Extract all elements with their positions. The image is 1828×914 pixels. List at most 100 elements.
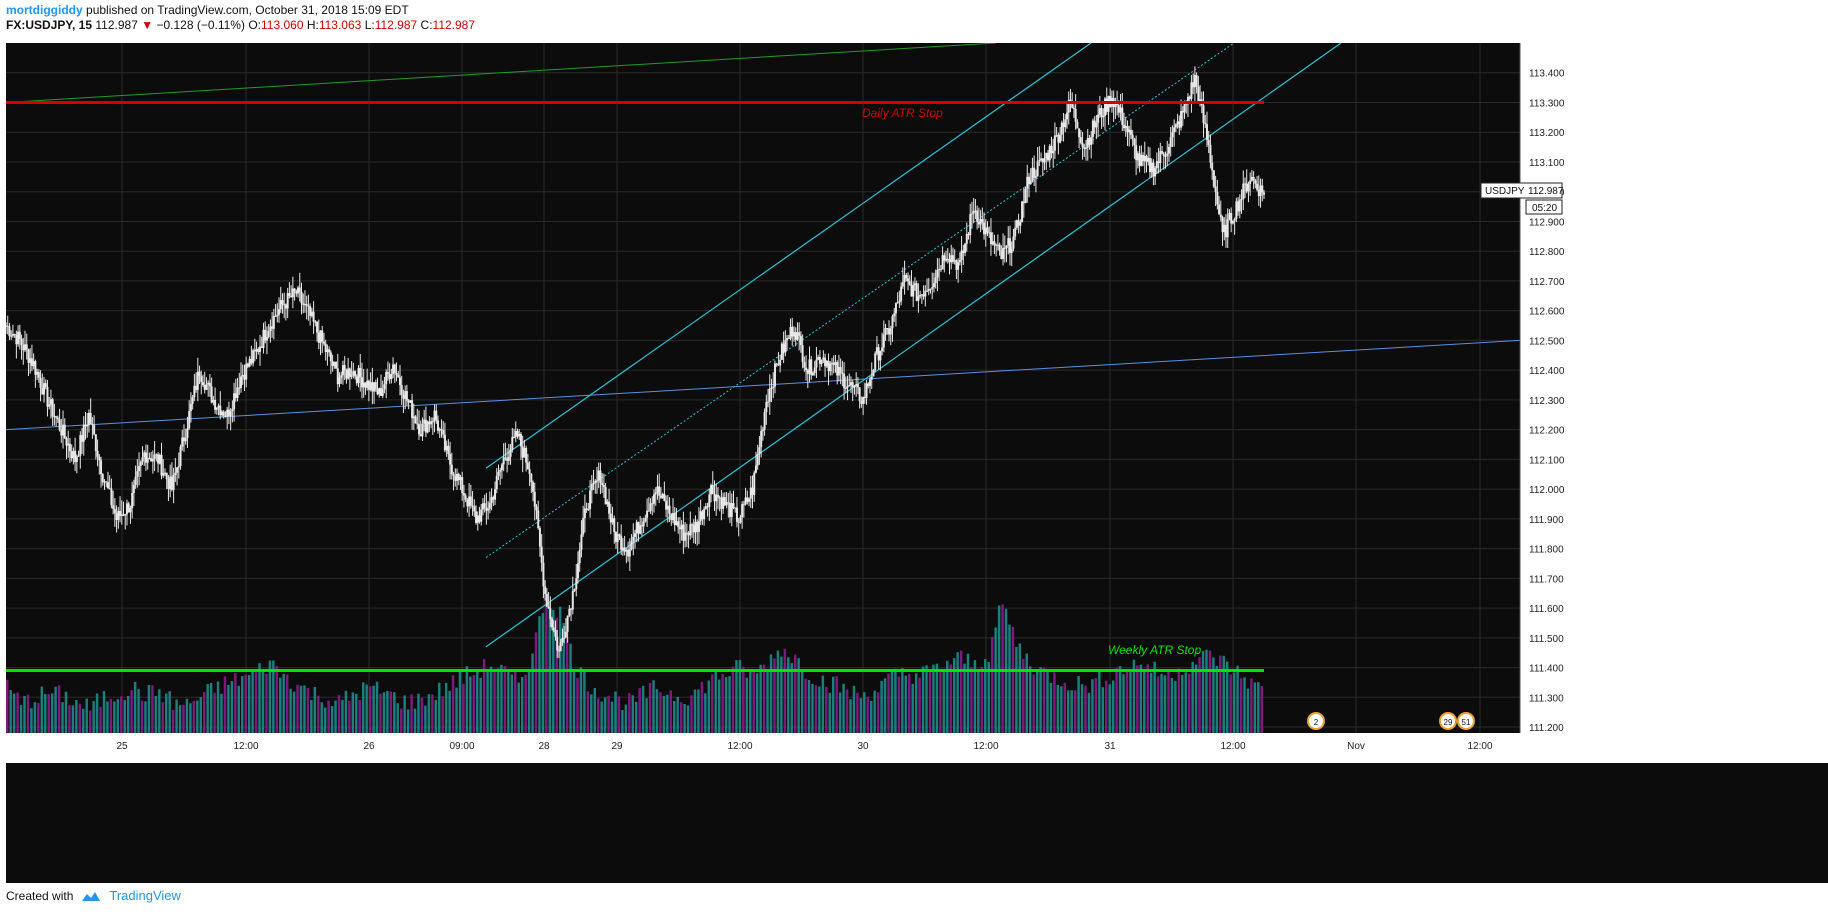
volume-bar — [282, 674, 285, 733]
volume-bar — [272, 660, 275, 733]
volume-bar — [258, 663, 261, 733]
volume-bar — [755, 673, 759, 733]
volume-bar — [1253, 682, 1257, 733]
volume-bar — [793, 654, 797, 733]
volume-bar — [126, 695, 130, 733]
publish-line: mortdiggiddy published on TradingView.co… — [6, 3, 475, 18]
candle-body — [932, 283, 935, 288]
volume-bar — [745, 677, 749, 733]
candle-body — [1090, 137, 1093, 145]
volume-bar — [12, 693, 16, 733]
candle-body — [241, 375, 244, 377]
candle-body — [1041, 158, 1044, 163]
volume-bar — [842, 683, 845, 733]
candle-body — [20, 338, 23, 345]
volume-bar — [1035, 670, 1039, 733]
candle-body — [227, 409, 230, 417]
candle-body — [506, 458, 509, 461]
candle-body — [587, 509, 590, 511]
candle-body — [188, 411, 191, 429]
candle-body — [288, 293, 291, 296]
candle-body — [471, 505, 474, 507]
volume-bar — [1042, 668, 1046, 733]
volume-bar — [306, 687, 310, 733]
candle-body — [75, 456, 78, 463]
volume-bar — [807, 679, 811, 733]
volume-bar — [624, 704, 628, 733]
price-axis[interactable]: 113.400113.300113.200113.100113.000112.9… — [6, 43, 1828, 763]
volume-bar — [1067, 690, 1070, 733]
volume-bar — [766, 671, 769, 733]
volume-bar — [234, 673, 237, 733]
candle-body — [519, 433, 522, 447]
volume-bar — [303, 685, 306, 733]
candle-body — [684, 532, 687, 541]
volume-bar — [431, 694, 434, 733]
candle-body — [542, 562, 545, 587]
candle-body — [388, 374, 391, 380]
candle-body — [741, 504, 744, 518]
candles — [5, 66, 1265, 659]
time-axis[interactable]: 25 12:00 26 09:00 28 29 12:00 30 12:00 31 12:00 Nov… — [116, 741, 1493, 752]
author-link[interactable]: mortdiggiddy — [6, 3, 83, 17]
volume-bar — [455, 687, 458, 733]
candle-body — [912, 285, 915, 297]
candle-body — [177, 466, 180, 468]
volume-bar — [19, 704, 23, 733]
candle-body — [792, 332, 795, 337]
volume-bar — [427, 694, 431, 733]
candle-body — [278, 309, 281, 315]
candle-body — [995, 244, 998, 246]
volume-bar — [140, 700, 144, 733]
volume-bar — [679, 702, 683, 733]
volume-bar — [175, 699, 178, 733]
candle-body — [1140, 155, 1143, 166]
candle-body — [841, 372, 844, 374]
candle-body — [82, 424, 85, 442]
volume-bar — [458, 671, 462, 733]
volume-bar — [1232, 672, 1236, 733]
volume-bar — [638, 688, 641, 733]
candle-body — [379, 388, 382, 396]
volume-bar — [1073, 690, 1077, 733]
candle-body — [748, 498, 751, 502]
price-tick-label: 111.700 — [1529, 574, 1564, 585]
candle-body — [908, 281, 911, 285]
candle-body — [435, 410, 438, 421]
candle-body — [127, 503, 130, 513]
candle-body — [988, 232, 991, 234]
candle-body — [530, 473, 533, 483]
candle-body — [329, 352, 332, 362]
volume-bar — [1001, 604, 1004, 733]
candle-body — [457, 473, 460, 481]
volume-bar — [1170, 677, 1174, 733]
volume-bar — [1060, 686, 1063, 733]
candle-body — [393, 364, 396, 374]
event-badge-icon — [1307, 712, 1325, 730]
candle-body — [172, 475, 175, 490]
candle-body — [958, 259, 961, 263]
candle-body — [710, 485, 713, 495]
candle-body — [402, 394, 405, 399]
candle-body — [1257, 189, 1260, 197]
candle-body — [43, 383, 46, 395]
chart-area[interactable]: Daily ATR Stop Weekly ATR Stop 113.400 11… — [5, 42, 1828, 883]
candle-body — [53, 416, 56, 418]
candle-body — [901, 282, 904, 287]
candle-body — [259, 346, 262, 352]
candle-body — [761, 429, 764, 432]
tradingview-link[interactable]: TradingView — [109, 888, 181, 903]
candle-body — [1034, 176, 1037, 178]
candle-body — [157, 454, 160, 464]
candle-body — [786, 338, 789, 341]
candle-body — [25, 344, 28, 350]
price-chart[interactable]: Daily ATR Stop Weekly ATR Stop 113.400 11… — [5, 42, 1828, 883]
volume-bar — [956, 652, 959, 733]
candle-body — [618, 534, 621, 536]
candle-body — [965, 233, 968, 244]
volume-bar — [1105, 680, 1108, 733]
candle-body — [1159, 151, 1162, 163]
volume-bar — [296, 684, 299, 733]
candle-body — [967, 233, 970, 236]
candle-body — [63, 424, 66, 439]
